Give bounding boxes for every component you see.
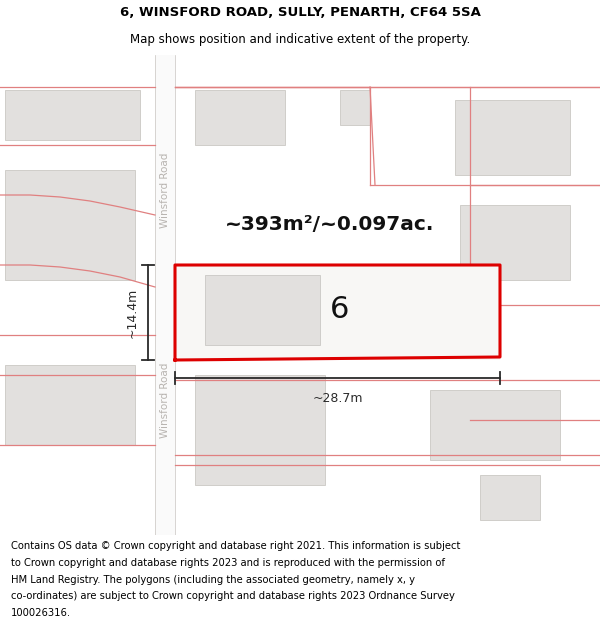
- Bar: [455, 100, 570, 175]
- Bar: [5, 90, 140, 140]
- Bar: [480, 475, 540, 520]
- Text: 100026316.: 100026316.: [11, 608, 71, 618]
- Bar: [5, 170, 135, 280]
- Bar: [5, 365, 135, 445]
- Text: ~28.7m: ~28.7m: [312, 391, 363, 404]
- Text: Map shows position and indicative extent of the property.: Map shows position and indicative extent…: [130, 33, 470, 46]
- Bar: [205, 275, 320, 345]
- Bar: [175, 265, 500, 360]
- Bar: [195, 90, 285, 145]
- Text: Winsford Road: Winsford Road: [160, 152, 170, 228]
- Text: ~14.4m: ~14.4m: [125, 288, 139, 338]
- Text: Winsford Road: Winsford Road: [160, 362, 170, 438]
- Text: to Crown copyright and database rights 2023 and is reproduced with the permissio: to Crown copyright and database rights 2…: [11, 558, 445, 568]
- Text: HM Land Registry. The polygons (including the associated geometry, namely x, y: HM Land Registry. The polygons (includin…: [11, 574, 415, 584]
- Text: co-ordinates) are subject to Crown copyright and database rights 2023 Ordnance S: co-ordinates) are subject to Crown copyr…: [11, 591, 455, 601]
- Bar: [460, 205, 570, 280]
- Text: 6, WINSFORD ROAD, SULLY, PENARTH, CF64 5SA: 6, WINSFORD ROAD, SULLY, PENARTH, CF64 5…: [119, 6, 481, 19]
- Text: Contains OS data © Crown copyright and database right 2021. This information is : Contains OS data © Crown copyright and d…: [11, 541, 460, 551]
- Bar: [155, 55, 175, 535]
- Text: 6: 6: [331, 296, 350, 324]
- Bar: [430, 390, 560, 460]
- Bar: [340, 90, 370, 125]
- Text: ~393m²/~0.097ac.: ~393m²/~0.097ac.: [226, 216, 434, 234]
- Bar: [195, 375, 325, 485]
